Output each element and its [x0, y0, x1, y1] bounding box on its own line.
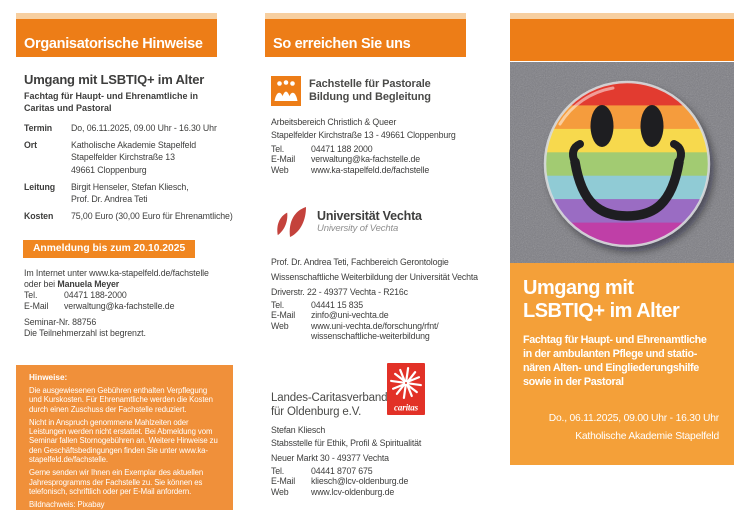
detail-row-kosten: Kosten 75,00 Euro (30,00 Euro für Ehrena… [24, 210, 233, 222]
caritas-logo-icon: caritas [387, 363, 425, 415]
detail-value: Birgit Henseler, Stefan Kliesch, [71, 181, 189, 192]
phone-number: 04471 188 2000 [311, 144, 373, 154]
detail-label: Leitung [24, 181, 56, 192]
caritas-wordmark: caritas [394, 403, 419, 413]
section-title: So erreichen Sie uns [273, 36, 411, 52]
email-address: verwaltung@ka-fachstelle.de [311, 154, 421, 165]
registration-contact-line: oder bei Manuela Meyer [24, 279, 120, 289]
cover-date: Do., 06.11.2025, 09.00 Uhr - 16.30 Uhr [548, 413, 719, 424]
hinweise-title: Hinweise: [29, 373, 68, 382]
org-name: Fachstelle für Pastorale Bildung und Beg… [309, 77, 431, 104]
top-accent-strip [510, 13, 734, 19]
detail-value: Katholische Akademie Stapelfeld [71, 140, 197, 151]
top-accent-strip [16, 13, 217, 19]
detail-value: 75,00 Euro (30,00 Euro für Ehrenamtliche… [71, 211, 233, 222]
cover-venue: Katholische Akademie Stapelfeld [575, 431, 719, 442]
hinweise-paragraph: Gerne senden wir Ihnen ein Exemplar des … [29, 468, 204, 496]
detail-label: Kosten [24, 211, 54, 222]
detail-value: Prof. Dr. Andrea Teti [71, 194, 148, 205]
detail-row-leitung: Leitung Birgit Henseler, Stefan Kliesch,… [24, 181, 229, 205]
smiley-right-eye [640, 105, 664, 147]
cover-date-block: Do., 06.11.2025, 09.00 Uhr - 16.30 Uhr K… [523, 413, 719, 442]
hinweise-paragraph: Nicht in Anspruch genommene Mahlzeiten o… [29, 417, 218, 465]
phone-number: 04441 15 835 [311, 300, 364, 310]
detail-value: Do, 06.11.2025, 09.00 Uhr - 16.30 Uhr [71, 123, 217, 133]
org-caritas-name: Landes-Caritasverband für Oldenburg e.V. [271, 392, 388, 418]
event-details-list: Termin Do, 06.11.2025, 09.00 Uhr - 16.30… [24, 122, 233, 227]
event-summary: Umgang mit LSBTIQ+ im Alter Fachtag für … [24, 72, 229, 114]
hinweise-paragraph: Die ausgewiesenen Gebühren enthalten Ver… [29, 386, 213, 414]
contact-person-name: Manuela Meyer [57, 279, 120, 289]
web-address-line2: wissenschaftliche-weiterbildung [311, 331, 430, 342]
org-contacts: Tel. 04441 15 835 E-Mail zinfo@uni-vechta.… [271, 300, 439, 342]
phone-number: 04441 8707 675 [311, 466, 373, 476]
phone-number: 04471 188-2000 [64, 290, 127, 300]
org-address: Prof. Dr. Andrea Teti, Fachbereich Geron… [271, 257, 478, 297]
section-header-bar: So erreichen Sie uns [265, 19, 466, 57]
cover-title-block: Umgang mit LSBTIQ+ im Alter Fachtag für … [510, 263, 734, 465]
section-title: Organisatorische Hinweise [24, 36, 203, 52]
detail-label: Termin [24, 123, 53, 133]
web-address: www.lcv-oldenburg.de [311, 486, 395, 497]
org-fachstelle: Fachstelle für Pastorale Bildung und Beg… [271, 76, 431, 106]
web-address: www.ka-stapelfeld.de/fachstelle [311, 164, 430, 175]
cover-photo [510, 62, 734, 263]
seminar-number: Seminar-Nr. 88756 [24, 317, 97, 327]
detail-value: Stapelfelder Kirchstraße 13 [71, 152, 175, 163]
registration-deadline-badge: Anmeldung bis zum 20.10.2025 [23, 240, 196, 258]
fachstelle-logo-icon [271, 76, 301, 106]
registration-web-line: Im Internet unter www.ka-stapelfeld.de/f… [24, 268, 209, 278]
event-title: Umgang mit LSBTIQ+ im Alter [24, 72, 205, 87]
detail-row-ort: Ort Katholische Akademie Stapelfeld Stap… [24, 139, 229, 176]
org-name: Universität Vechta University of Vechta [317, 209, 422, 234]
registration-email-row: E-Mail verwaltung@ka-fachstelle.de [24, 301, 175, 311]
registration-tel-row: Tel. 04471 188-2000 [24, 290, 127, 300]
detail-label: Ort [24, 140, 37, 151]
smiley-left-eye [590, 105, 614, 147]
detail-row-termin: Termin Do, 06.11.2025, 09.00 Uhr - 16.30… [24, 122, 229, 134]
photo-credit: Bildnachweis: Pixabay [29, 500, 105, 510]
web-address: www.uni-vechta.de/forschung/rfnt/ [311, 320, 439, 331]
panel-cover: Umgang mit LSBTIQ+ im Alter Fachtag für … [510, 0, 734, 527]
email-address: verwaltung@ka-fachstelle.de [64, 301, 175, 311]
panel-so-erreichen-sie-uns: So erreichen Sie uns Fachstelle für Past… [265, 0, 482, 527]
cover-title: Umgang mit LSBTIQ+ im Alter [523, 277, 680, 322]
detail-value: 49661 Cloppenburg [71, 164, 147, 175]
org-address: Stefan Kliesch Stabsstelle für Ethik, Pr… [271, 425, 422, 463]
cover-subtitle: Fachtag für Haupt- und Ehrenamtliche in … [523, 334, 707, 388]
uni-vechta-logo-icon [277, 206, 306, 238]
email-address: kliesch@lcv-oldenburg.de [311, 476, 409, 487]
rainbow-smiley-pin-image [510, 62, 734, 263]
top-accent-strip [265, 13, 466, 19]
org-address: Arbeitsbereich Christlich & Queer Stapel… [271, 117, 456, 140]
capacity-note: Die Teilnehmerzahl ist begrenzt. [24, 328, 146, 338]
hinweise-box: Hinweise: Die ausgewiesenen Gebühren ent… [16, 365, 233, 510]
registration-info: Im Internet unter www.ka-stapelfeld.de/f… [24, 268, 234, 339]
org-uni-vechta: Universität Vechta University of Vechta [271, 206, 422, 238]
email-address: zinfo@uni-vechta.de [311, 310, 389, 321]
org-contacts: Tel. 04471 188 2000 E-Mail verwaltung@ka-f… [271, 144, 430, 175]
org-contacts: Tel. 04441 8707 675 E-Mail kliesch@lcv-old… [271, 466, 409, 497]
panel-organisatorische-hinweise: Organisatorische Hinweise Umgang mit LSB… [16, 0, 233, 527]
cover-top-orange-block [510, 19, 734, 61]
smiley-mouth [570, 157, 684, 221]
section-header-bar: Organisatorische Hinweise [16, 19, 217, 57]
event-subtitle: Fachtag für Haupt- und Ehrenamtliche in … [24, 91, 199, 113]
